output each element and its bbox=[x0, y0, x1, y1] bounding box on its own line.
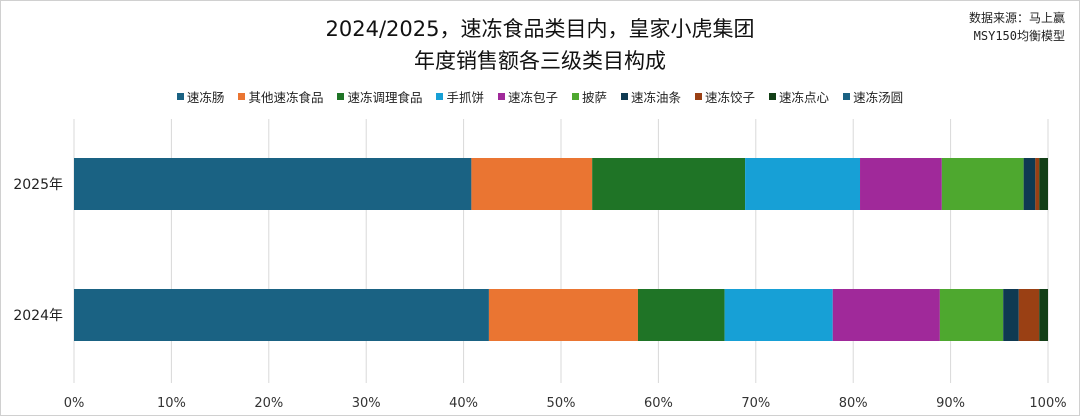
legend-label: 速冻调理食品 bbox=[347, 90, 423, 105]
x-tick-label: 0% bbox=[64, 396, 85, 411]
bar-segment bbox=[1018, 289, 1040, 341]
legend-label: 速冻点心 bbox=[779, 90, 830, 105]
legend-item: 披萨 bbox=[572, 87, 607, 106]
bar-segment bbox=[74, 289, 489, 341]
x-tick-label: 70% bbox=[741, 396, 770, 411]
x-tick-label: 90% bbox=[936, 396, 965, 411]
legend-swatch bbox=[497, 93, 505, 100]
bar-segment bbox=[941, 158, 1024, 210]
bar-segment bbox=[745, 158, 861, 210]
bar-segment bbox=[1003, 289, 1019, 341]
bar-segment bbox=[637, 289, 725, 341]
legend-item: 速冻汤圆 bbox=[843, 87, 903, 106]
legend-item: 其他速冻食品 bbox=[238, 87, 323, 106]
x-tick-label: 30% bbox=[352, 396, 381, 411]
bar-segment bbox=[1039, 158, 1048, 210]
bar-segment bbox=[1039, 289, 1048, 341]
legend-label: 速冻汤圆 bbox=[853, 90, 904, 105]
bar-segment bbox=[592, 158, 746, 210]
bar-segment bbox=[1035, 158, 1040, 210]
legend-label: 披萨 bbox=[582, 90, 608, 105]
bar-segment bbox=[860, 158, 942, 210]
bar-segment bbox=[471, 158, 593, 210]
legend-swatch bbox=[621, 93, 629, 100]
x-tick-label: 100% bbox=[1029, 396, 1066, 411]
bar-segment bbox=[724, 289, 833, 341]
bar-segment bbox=[939, 289, 1004, 341]
legend-item: 手抓饼 bbox=[436, 87, 484, 106]
legend-item: 速冻调理食品 bbox=[337, 87, 422, 106]
bar-segment bbox=[488, 289, 638, 341]
legend-label: 其他速冻食品 bbox=[248, 90, 324, 105]
x-tick-label: 40% bbox=[449, 396, 478, 411]
legend-item: 速冻肠 bbox=[176, 87, 225, 106]
legend-swatch bbox=[695, 93, 703, 100]
legend-swatch bbox=[176, 93, 184, 100]
x-tick-label: 80% bbox=[839, 396, 868, 411]
bar-segment bbox=[74, 158, 472, 210]
y-category-label: 2024年 bbox=[13, 308, 63, 324]
legend-item: 速冻油条 bbox=[621, 87, 681, 106]
legend-label: 速冻包子 bbox=[507, 90, 558, 105]
chart-title: 2024/2025，速冻食品类目内，皇家小虎集团 bbox=[325, 17, 755, 41]
x-tick-label: 60% bbox=[644, 396, 673, 411]
legend-label: 速冻油条 bbox=[631, 90, 682, 105]
legend-item: 速冻点心 bbox=[769, 87, 829, 106]
x-tick-label: 10% bbox=[157, 396, 186, 411]
x-tick-label: 20% bbox=[254, 396, 283, 411]
legend-swatch bbox=[238, 93, 246, 100]
chart-subtitle: 年度销售额各三级类目构成 bbox=[414, 49, 666, 73]
legend-item: 速冻包子 bbox=[497, 87, 558, 106]
source-text: 数据来源：马上赢 bbox=[968, 11, 1065, 25]
legend: 速冻肠 其他速冻食品 速冻调理食品 手抓饼 速冻包子 披萨 速冻油条 速冻饺子 速冻点心 速冻汤圆 bbox=[1, 87, 1079, 106]
legend-swatch bbox=[769, 93, 777, 100]
legend-swatch bbox=[843, 93, 851, 100]
legend-label: 速冻饺子 bbox=[705, 90, 756, 105]
bar-segment bbox=[1023, 158, 1036, 210]
legend-swatch bbox=[337, 93, 345, 100]
y-category-label: 2025年 bbox=[13, 177, 63, 193]
model-text: MSY150均衡模型 bbox=[973, 29, 1065, 43]
legend-swatch bbox=[436, 93, 444, 100]
legend-label: 手抓饼 bbox=[446, 90, 484, 105]
legend-label: 速冻肠 bbox=[186, 90, 225, 105]
bar-segment bbox=[832, 289, 940, 341]
legend-item: 速冻饺子 bbox=[695, 87, 755, 106]
legend-swatch bbox=[572, 93, 579, 100]
x-tick-label: 50% bbox=[547, 396, 576, 411]
